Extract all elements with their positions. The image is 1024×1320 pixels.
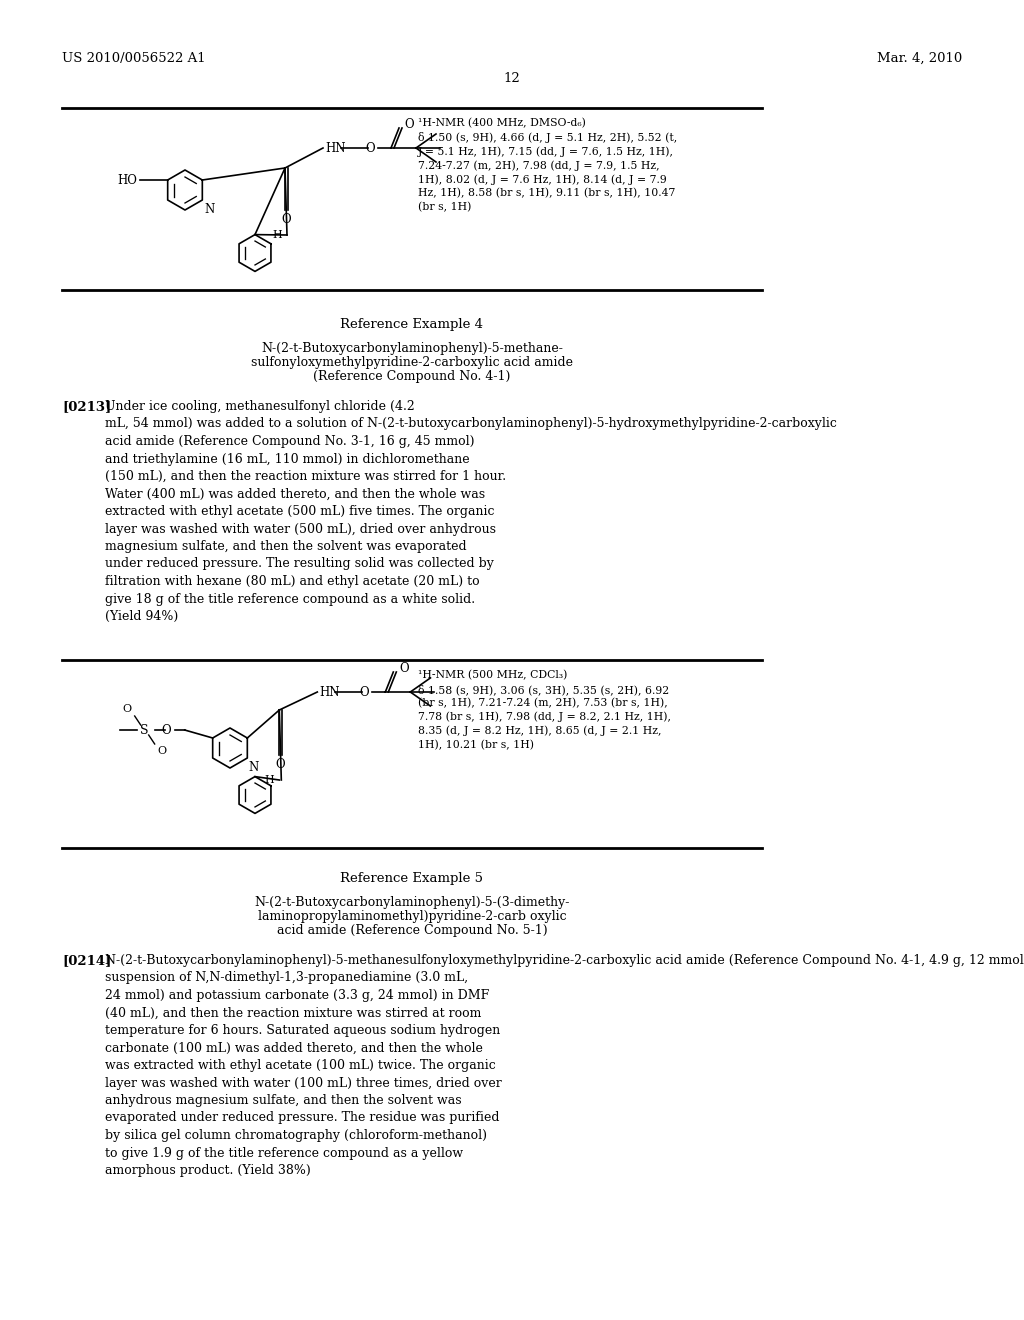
Text: acid amide (Reference Compound No. 5-1): acid amide (Reference Compound No. 5-1) <box>276 924 547 937</box>
Text: Under ice cooling, methanesulfonyl chloride (4.2
mL, 54 mmol) was added to a sol: Under ice cooling, methanesulfonyl chlor… <box>105 400 837 623</box>
Text: O: O <box>366 141 375 154</box>
Text: Mar. 4, 2010: Mar. 4, 2010 <box>877 51 962 65</box>
Text: O: O <box>275 758 285 771</box>
Text: N-(2-t-Butoxycarbonylaminophenyl)-5-methane-: N-(2-t-Butoxycarbonylaminophenyl)-5-meth… <box>261 342 563 355</box>
Text: HN: HN <box>319 685 340 698</box>
Text: US 2010/0056522 A1: US 2010/0056522 A1 <box>62 51 206 65</box>
Text: δ 1.50 (s, 9H), 4.66 (d, J = 5.1 Hz, 2H), 5.52 (t,
J = 5.1 Hz, 1H), 7.15 (dd, J : δ 1.50 (s, 9H), 4.66 (d, J = 5.1 Hz, 2H)… <box>418 132 677 213</box>
Text: O: O <box>282 213 291 226</box>
Text: O: O <box>123 704 132 714</box>
Text: [0214]: [0214] <box>62 954 112 968</box>
Text: Reference Example 4: Reference Example 4 <box>341 318 483 331</box>
Text: S: S <box>140 723 148 737</box>
Text: HN: HN <box>325 141 345 154</box>
Text: Reference Example 5: Reference Example 5 <box>341 873 483 884</box>
Text: ¹H-NMR (500 MHz, CDCl₃): ¹H-NMR (500 MHz, CDCl₃) <box>418 671 567 680</box>
Text: H: H <box>264 775 274 785</box>
Text: N-(2-t-Butoxycarbonylaminophenyl)-5-(3-dimethy-: N-(2-t-Butoxycarbonylaminophenyl)-5-(3-d… <box>254 896 569 909</box>
Text: O: O <box>359 685 369 698</box>
Text: O: O <box>161 723 171 737</box>
Text: laminopropylaminomethyl)pyridine-2-carb oxylic: laminopropylaminomethyl)pyridine-2-carb … <box>258 909 566 923</box>
Text: [0213]: [0213] <box>62 400 112 413</box>
Text: N: N <box>249 762 259 774</box>
Text: H: H <box>272 230 282 240</box>
Text: HO: HO <box>118 173 137 186</box>
Text: N-(2-t-Butoxycarbonylaminophenyl)-5-methanesulfonyloxymethylpyridine-2-carboxyli: N-(2-t-Butoxycarbonylaminophenyl)-5-meth… <box>105 954 1024 1177</box>
Text: ¹H-NMR (400 MHz, DMSO-d₆): ¹H-NMR (400 MHz, DMSO-d₆) <box>418 117 586 128</box>
Text: O: O <box>404 119 414 132</box>
Text: O: O <box>158 746 167 756</box>
Text: sulfonyloxymethylpyridine-2-carboxylic acid amide: sulfonyloxymethylpyridine-2-carboxylic a… <box>251 356 573 370</box>
Text: 12: 12 <box>504 73 520 84</box>
Text: N: N <box>205 203 215 216</box>
Text: O: O <box>399 663 409 676</box>
Text: δ 1.58 (s, 9H), 3.06 (s, 3H), 5.35 (s, 2H), 6.92
(br s, 1H), 7.21-7.24 (m, 2H), : δ 1.58 (s, 9H), 3.06 (s, 3H), 5.35 (s, 2… <box>418 684 671 750</box>
Text: (Reference Compound No. 4-1): (Reference Compound No. 4-1) <box>313 370 511 383</box>
